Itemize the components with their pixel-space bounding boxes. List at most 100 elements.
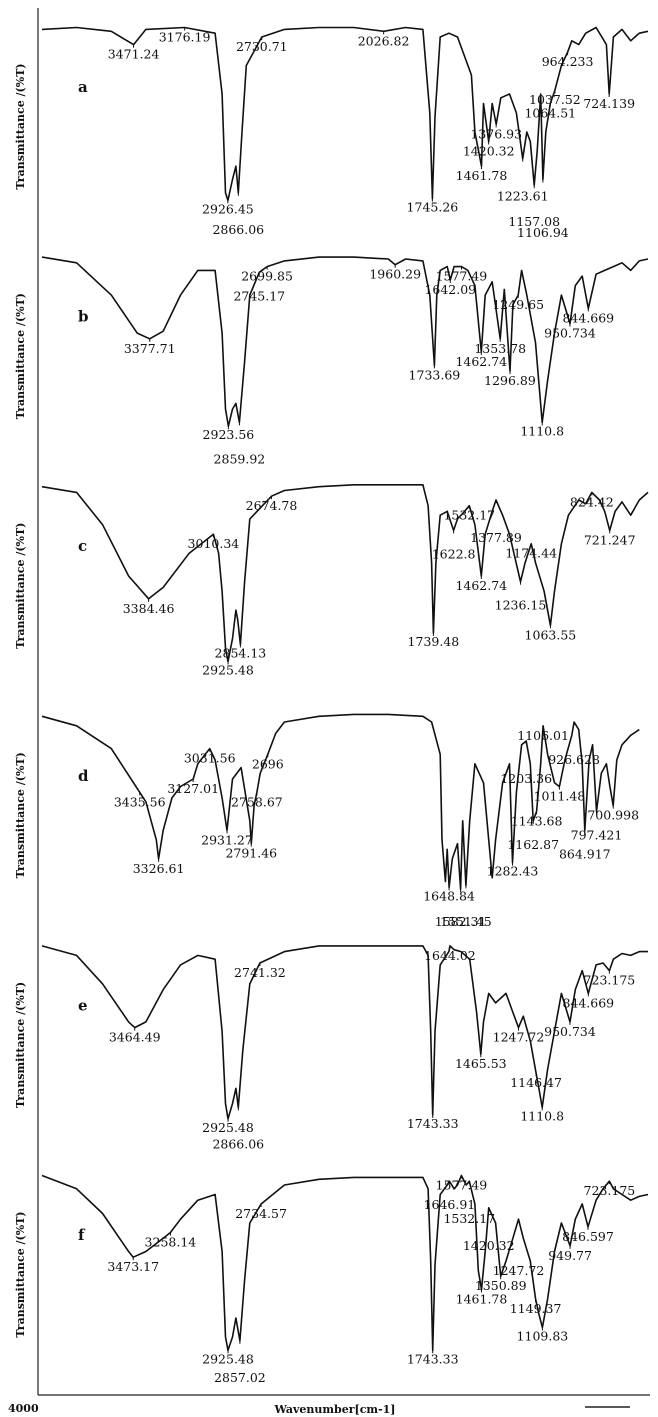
peak-label-d-1203.36: 1203.36: [500, 771, 552, 786]
peak-label-d-3435.56: 3435.56: [114, 794, 166, 809]
peak-label-d-700.998: 700.998: [587, 808, 639, 823]
peak-label-d-1106.01: 1106.01: [517, 728, 569, 743]
peak-label-c-1622.8: 1622.8: [432, 546, 476, 561]
panel-label-d: d: [78, 767, 89, 785]
peak-label-e-2741.32: 2741.32: [234, 965, 286, 980]
peak-label-d-2931.27: 2931.27: [201, 832, 253, 847]
panel-label-f: f: [78, 1226, 86, 1244]
x-axis-label: Wavenumber[cm-1]: [274, 1403, 396, 1416]
peak-label-a-1106.94: 1106.94: [517, 225, 569, 240]
x-tick-label-4000: 4000: [8, 1402, 39, 1415]
peak-label-d-3031.56: 3031.56: [184, 751, 236, 766]
peak-label-e-1110.8: 1110.8: [520, 1108, 564, 1123]
peak-label-d-3326.61: 3326.61: [133, 861, 185, 876]
peak-label-c-1739.48: 1739.48: [408, 634, 460, 649]
y-axis-label-b: Transmittance /(%T): [14, 293, 27, 419]
peak-label-f-3473.17: 3473.17: [107, 1259, 159, 1274]
peak-label-e-1247.72: 1247.72: [493, 1030, 545, 1045]
peak-label-a-1745.26: 1745.26: [407, 200, 459, 215]
peak-label-b-1353.78: 1353.78: [474, 341, 526, 356]
peak-label-b-844.669: 844.669: [562, 310, 614, 325]
peak-label-a-2730.71: 2730.71: [236, 39, 288, 54]
peak-label-d-1162.87: 1162.87: [507, 837, 559, 852]
peak-label-f-949.77: 949.77: [548, 1248, 592, 1263]
peak-label-c-824.42: 824.42: [570, 494, 614, 509]
spectrum-panel-c: Transmittance /(%T) c 2674.78 1532.17 1377.8…: [14, 484, 649, 678]
spectrum-panel-f: Transmittance /(%T) f 723.175 1577.49 1646.9…: [14, 1174, 649, 1385]
peak-label-f-2925.48: 2925.48: [202, 1351, 254, 1366]
peak-label-e-2925.48: 2925.48: [202, 1120, 254, 1135]
spectrum-panel-a: Transmittance /(%T) a 3471.24 3176.19 2730.7…: [14, 26, 649, 240]
peak-label-d-1648.84: 1648.84: [423, 888, 475, 903]
peak-label-e-1146.47: 1146.47: [510, 1075, 562, 1090]
panel-label-c: c: [78, 537, 87, 555]
peak-label-f-1646.91: 1646.91: [424, 1197, 476, 1212]
peak-label-c-2854.13: 2854.13: [215, 645, 267, 660]
spectrum-panel-d: Transmittance /(%T) d 1106.01 926.628 1203.3…: [14, 713, 640, 929]
peak-label-b-2745.17: 2745.17: [233, 288, 285, 303]
peak-label-c-1532.17: 1532.17: [443, 508, 495, 523]
y-axis-label-a: Transmittance /(%T): [14, 63, 27, 189]
peak-label-c-1174.44: 1174.44: [505, 546, 557, 561]
peak-label-b-1642.09: 1642.09: [424, 282, 476, 297]
peak-label-d-2758.67: 2758.67: [231, 794, 283, 809]
peak-label-d-1011.48: 1011.48: [534, 789, 586, 804]
peak-label-f-846.597: 846.597: [562, 1229, 614, 1244]
peak-label-b-1296.89: 1296.89: [484, 373, 536, 388]
peak-label-c-3384.46: 3384.46: [123, 601, 175, 616]
peak-label-a-1376.93: 1376.93: [470, 126, 522, 141]
peak-label-a-2866.06: 2866.06: [212, 222, 264, 237]
peak-label-a-1223.61: 1223.61: [497, 189, 549, 204]
peak-label-e-723.175: 723.175: [584, 973, 636, 988]
peak-label-c-3010.34: 3010.34: [188, 536, 240, 551]
spectrum-panel-e: Transmittance /(%T) e 1644.02 2741.32 723.17…: [14, 945, 648, 1151]
peak-label-d-1282.43: 1282.43: [487, 864, 539, 879]
peak-label-f-1743.33: 1743.33: [407, 1351, 459, 1366]
spectra-panels: Transmittance /(%T) a 3471.24 3176.19 2730.7…: [14, 26, 649, 1385]
spectrum-line-b: [41, 256, 649, 427]
peak-label-b-2859.92: 2859.92: [214, 451, 266, 466]
peak-label-e-1644.02: 1644.02: [424, 948, 476, 963]
peak-label-a-2926.45: 2926.45: [202, 201, 254, 216]
peak-label-a-1461.78: 1461.78: [456, 168, 508, 183]
peak-label-f-723.175: 723.175: [584, 1183, 636, 1198]
spectrum-panel-b: Transmittance /(%T) b 2699.85 2745.17 3377.7…: [14, 256, 649, 466]
peak-label-b-1577.49: 1577.49: [436, 269, 488, 284]
spectrum-line-e: [41, 945, 648, 1120]
panel-label-a: a: [78, 78, 88, 96]
peak-label-f-3258.14: 3258.14: [145, 1235, 197, 1250]
peak-label-c-2925.48: 2925.48: [202, 663, 254, 678]
peak-label-d-864.917: 864.917: [559, 846, 611, 861]
y-axis-label-d: Transmittance /(%T): [14, 752, 27, 878]
peak-label-f-1420.32: 1420.32: [463, 1238, 515, 1253]
y-axis-label-e: Transmittance /(%T): [14, 982, 27, 1108]
peak-label-a-724.139: 724.139: [583, 96, 635, 111]
peak-label-a-2026.82: 2026.82: [358, 33, 410, 48]
y-axis-label-f: Transmittance /(%T): [14, 1211, 27, 1337]
peak-label-a-1037.52: 1037.52: [529, 92, 581, 107]
peak-label-d-1143.68: 1143.68: [511, 813, 563, 828]
peak-label-c-1063.55: 1063.55: [525, 627, 577, 642]
peak-label-e-1465.53: 1465.53: [455, 1056, 507, 1071]
peak-label-b-1960.29: 1960.29: [369, 267, 421, 282]
peak-label-d-3127.01: 3127.01: [167, 781, 219, 796]
peak-label-b-1733.69: 1733.69: [409, 367, 461, 382]
peak-label-c-1462.74: 1462.74: [455, 578, 507, 593]
peak-label-f-1109.83: 1109.83: [517, 1329, 569, 1344]
peak-label-b-1249.65: 1249.65: [492, 297, 544, 312]
peak-label-f-2857.02: 2857.02: [214, 1370, 266, 1385]
peak-label-f-1247.72: 1247.72: [493, 1263, 545, 1278]
peak-label-e-2866.06: 2866.06: [212, 1136, 264, 1151]
peak-label-d-2696: 2696: [252, 756, 284, 771]
peak-label-f-2734.57: 2734.57: [235, 1206, 287, 1221]
peak-label-a-1064.51: 1064.51: [524, 106, 576, 121]
peak-label-e-3464.49: 3464.49: [109, 1030, 161, 1045]
peak-label-f-1577.49: 1577.49: [436, 1178, 488, 1193]
peak-label-d-797.421: 797.421: [571, 827, 623, 842]
peak-label-c-1377.89: 1377.89: [470, 530, 522, 545]
peak-label-f-1532.17: 1532.17: [443, 1211, 495, 1226]
peak-label-f-1350.89: 1350.89: [475, 1278, 527, 1293]
peak-label-d-1582.31: 1582.31: [435, 914, 487, 929]
chart-frame: [37, 8, 650, 1396]
